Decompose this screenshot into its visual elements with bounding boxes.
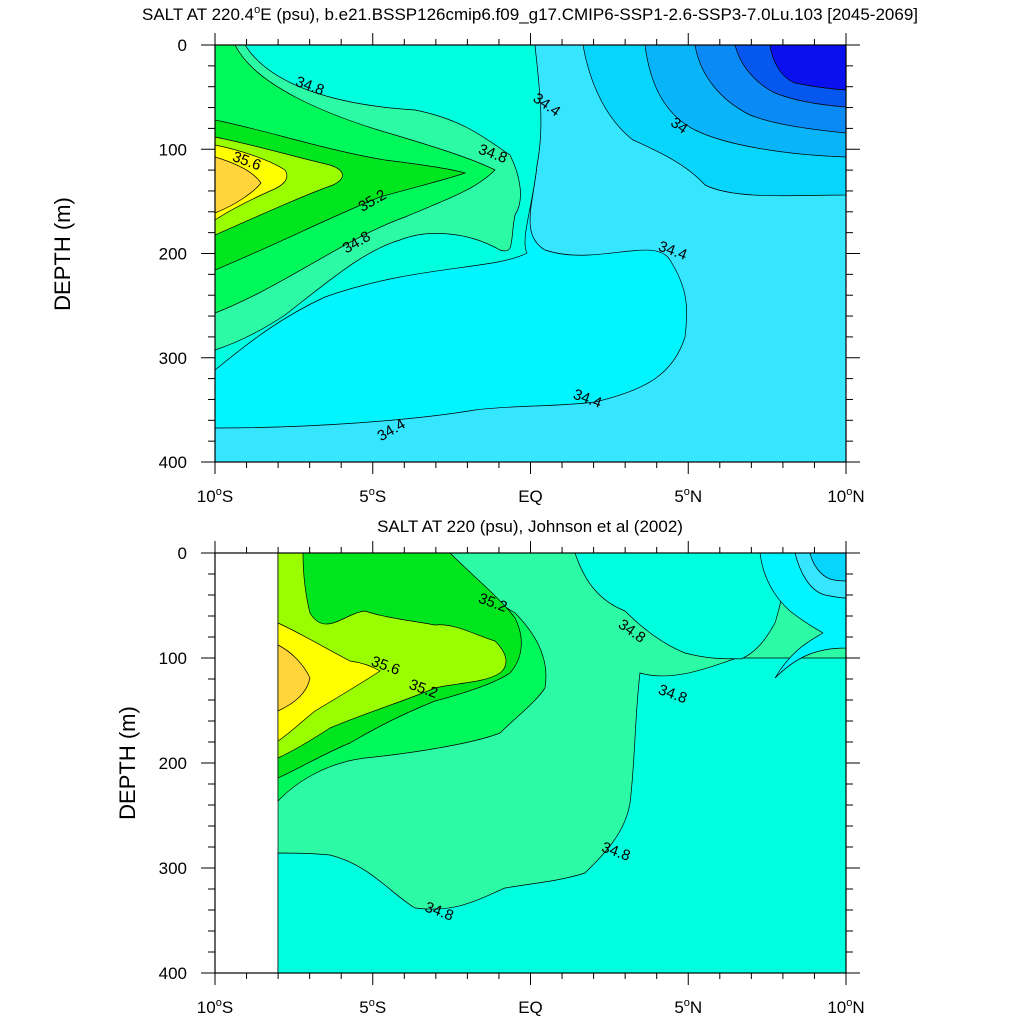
y-tick-label: 400 bbox=[159, 453, 187, 472]
y-tick-label: 400 bbox=[159, 964, 187, 983]
contour-region-33-2 bbox=[769, 45, 846, 91]
contour-field bbox=[215, 45, 846, 462]
y-tick-label: 300 bbox=[159, 349, 187, 368]
contour-region-35-4 bbox=[277, 553, 507, 759]
x-tick-label: 10oS bbox=[197, 997, 233, 1017]
x-tick-label: EQ bbox=[518, 487, 543, 506]
y-tick-label: 300 bbox=[159, 859, 187, 878]
top-panel: 0 100 200 300 400 10oS 5oS EQ 5oN 10oN DEPTH (m) SA… bbox=[50, 4, 918, 506]
x-tick-label: 5oN bbox=[674, 997, 702, 1017]
bottom-panel: 0 100 200 300 400 10oS 5oS EQ 5oN 10oN DEPTH (m) SA… bbox=[115, 517, 865, 1017]
chart-title: SALT AT 220.4oE (psu), b.e21.BSSP126cmip… bbox=[142, 4, 918, 24]
contour-field bbox=[277, 553, 846, 973]
x-tick-label: 10oN bbox=[827, 486, 864, 506]
x-tick-label: 5oN bbox=[674, 486, 702, 506]
y-tick-label: 0 bbox=[178, 544, 187, 563]
contour-region-35-8 bbox=[215, 156, 262, 214]
y-axis-label: DEPTH (m) bbox=[50, 197, 75, 311]
x-tick-label: 5oS bbox=[359, 486, 386, 506]
x-tick-label: EQ bbox=[518, 998, 543, 1017]
y-tick-label: 100 bbox=[159, 649, 187, 668]
y-tick-label: 0 bbox=[178, 36, 187, 55]
x-tick-label: 10oS bbox=[197, 486, 233, 506]
chart-title: SALT AT 220 (psu), Johnson et al (2002) bbox=[377, 517, 683, 536]
contour-region-35-8 bbox=[277, 644, 311, 712]
contour-region-34-0 bbox=[809, 553, 846, 582]
y-tick-label: 200 bbox=[159, 754, 187, 773]
y-tick-label: 100 bbox=[159, 140, 187, 159]
x-tick-label: 5oS bbox=[359, 997, 386, 1017]
x-tick-label: 10oN bbox=[827, 997, 864, 1017]
contour-label: 34 bbox=[667, 114, 690, 137]
y-tick-label: 200 bbox=[159, 245, 187, 264]
y-axis-label: DEPTH (m) bbox=[115, 706, 140, 820]
contour-region-35-6 bbox=[277, 622, 381, 742]
contour-region-34-6 bbox=[574, 553, 796, 660]
contour-region-34-6 bbox=[277, 657, 846, 973]
